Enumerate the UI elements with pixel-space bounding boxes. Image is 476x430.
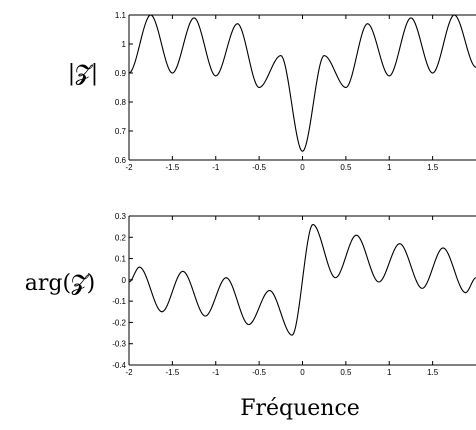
y-tick-label: -0.4 — [112, 361, 126, 370]
y-axis-label: |𝓩| — [68, 61, 98, 86]
y-tick-label: 0.6 — [115, 156, 127, 165]
y-tick-label: 0.8 — [115, 98, 127, 107]
magnitude-plot: -2 -1.5 -1 -0.5 0 0.5 1 1.5 0.6 0.7 0.8 0.9 1 1.1 |𝓩| — [68, 11, 476, 172]
x-tick-label: -2 — [125, 368, 133, 377]
y-tick-label: 0.3 — [115, 212, 127, 221]
phase-plot: -2 -1.5 -1 -0.5 0 0.5 1 1.5 -0.4 -0.3 -0.2 -0.1 0 0.1… — [25, 212, 476, 421]
x-tick-label: -1.5 — [165, 368, 179, 377]
series-line-0 — [128, 14, 476, 152]
axes-1: -2 -1.5 -1 -0.5 0 0.5 1 1.5 -0.4 -0.3 -0.2 -0.1 0 0.1… — [112, 212, 476, 377]
x-tick-label: -1 — [212, 163, 220, 172]
x-tick-label: -0.5 — [252, 368, 266, 377]
y-tick-label: 1.1 — [115, 11, 127, 20]
x-tick-label: -1 — [212, 368, 220, 377]
x-tick-label: 1 — [387, 368, 392, 377]
x-tick-label: 1 — [387, 163, 392, 172]
y-tick-label: -0.3 — [112, 340, 126, 349]
x-tick-label: 0.5 — [340, 163, 352, 172]
x-tick-label: -2 — [125, 163, 133, 172]
y-tick-label: 0 — [122, 276, 127, 285]
x-tick-label: 1.5 — [427, 368, 439, 377]
y-tick-label: 0.7 — [115, 127, 127, 136]
y-tick-label: 0.1 — [115, 255, 127, 264]
y-tick-label: 0.2 — [115, 233, 127, 242]
x-tick-label: 0.5 — [340, 368, 352, 377]
y-tick-label: 1 — [122, 40, 127, 49]
y-tick-label: -0.2 — [112, 318, 126, 327]
x-tick-label: 0 — [300, 163, 305, 172]
axes-0: -2 -1.5 -1 -0.5 0 0.5 1 1.5 0.6 0.7 0.8 0.9 1 1.1 — [115, 11, 476, 172]
x-tick-label: 0 — [300, 368, 305, 377]
x-tick-label: -0.5 — [252, 163, 266, 172]
x-axis-label: Fréquence — [240, 396, 360, 421]
y-tick-label: -0.1 — [112, 297, 126, 306]
x-tick-label: 1.5 — [427, 163, 439, 172]
y-tick-label: 0.9 — [115, 69, 127, 78]
x-tick-label: -1.5 — [165, 163, 179, 172]
y-axis-label: arg(𝓩) — [25, 271, 96, 296]
series-line-0 — [128, 223, 476, 336]
